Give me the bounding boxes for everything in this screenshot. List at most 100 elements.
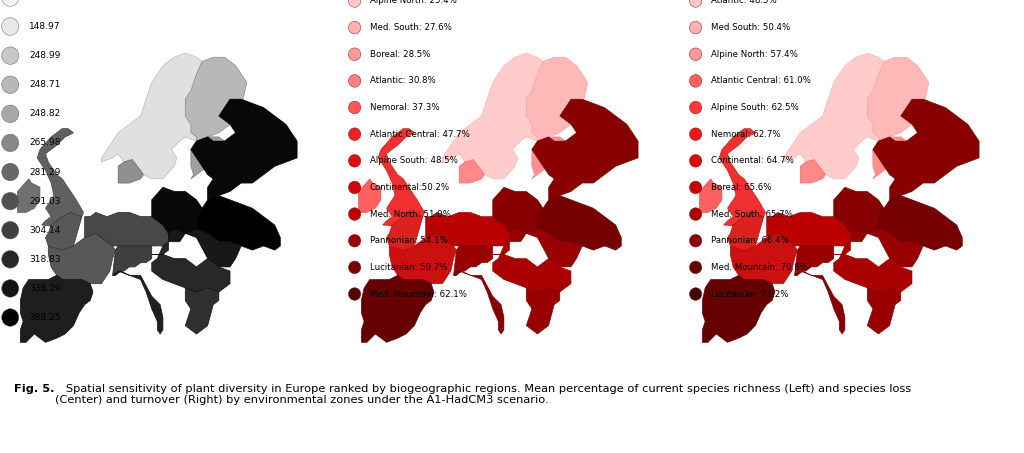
Circle shape: [689, 128, 701, 140]
Circle shape: [2, 134, 18, 152]
Text: Atlantic: 30.8%: Atlantic: 30.8%: [370, 77, 436, 85]
Polygon shape: [389, 233, 457, 284]
Circle shape: [689, 0, 701, 7]
Polygon shape: [493, 187, 549, 233]
Circle shape: [348, 128, 360, 140]
Text: 248.99: 248.99: [29, 51, 60, 60]
Text: Med. South: 65.7%: Med. South: 65.7%: [711, 210, 793, 219]
Polygon shape: [699, 179, 722, 212]
Text: Continental: 64.7%: Continental: 64.7%: [711, 156, 794, 165]
Polygon shape: [783, 53, 918, 179]
Polygon shape: [795, 246, 834, 275]
Polygon shape: [113, 271, 163, 334]
Circle shape: [348, 154, 360, 167]
Polygon shape: [538, 196, 622, 250]
Circle shape: [348, 75, 360, 87]
Polygon shape: [152, 242, 230, 292]
Polygon shape: [730, 233, 798, 284]
Circle shape: [348, 21, 360, 34]
Polygon shape: [169, 229, 242, 267]
Circle shape: [2, 251, 18, 268]
Circle shape: [689, 21, 701, 34]
Circle shape: [348, 235, 360, 247]
Polygon shape: [185, 57, 247, 141]
Polygon shape: [867, 57, 929, 141]
Text: Pannonian: 54.1%: Pannonian: 54.1%: [370, 236, 447, 245]
Polygon shape: [17, 179, 40, 212]
Text: Med South: 50.4%: Med South: 50.4%: [711, 23, 791, 32]
Polygon shape: [378, 129, 425, 226]
Text: 304.14: 304.14: [29, 226, 60, 235]
Circle shape: [689, 261, 701, 274]
Polygon shape: [879, 196, 963, 250]
Text: Fig. 5.: Fig. 5.: [14, 384, 55, 394]
Polygon shape: [872, 99, 979, 200]
Polygon shape: [526, 57, 588, 141]
Polygon shape: [526, 288, 560, 334]
Polygon shape: [851, 229, 924, 267]
Polygon shape: [719, 129, 766, 226]
Polygon shape: [834, 187, 890, 233]
Circle shape: [2, 222, 18, 239]
Circle shape: [689, 48, 701, 61]
Circle shape: [689, 101, 701, 114]
Text: Alpine South: 48.5%: Alpine South: 48.5%: [370, 156, 458, 165]
Circle shape: [348, 48, 360, 61]
Circle shape: [689, 75, 701, 87]
Text: Boreal: 65.6%: Boreal: 65.6%: [711, 183, 771, 192]
Text: 318.83: 318.83: [29, 255, 60, 264]
Circle shape: [2, 280, 18, 297]
Polygon shape: [531, 137, 571, 179]
Polygon shape: [118, 159, 143, 183]
Text: 281.29: 281.29: [29, 168, 60, 177]
Text: Atlantic Central: 61.0%: Atlantic Central: 61.0%: [711, 77, 811, 85]
Text: Nemoral: 62.7%: Nemoral: 62.7%: [711, 130, 780, 139]
Circle shape: [2, 163, 18, 181]
Circle shape: [689, 235, 701, 247]
Polygon shape: [454, 271, 504, 334]
Polygon shape: [767, 212, 851, 246]
Polygon shape: [834, 242, 912, 292]
Text: Boreal: 28.5%: Boreal: 28.5%: [370, 50, 430, 59]
Circle shape: [348, 261, 360, 274]
Text: Atlantic: 48.5%: Atlantic: 48.5%: [711, 0, 777, 5]
Polygon shape: [361, 275, 434, 342]
Text: Alpine North: 25.4%: Alpine North: 25.4%: [370, 0, 457, 5]
Text: 265.98: 265.98: [29, 139, 60, 147]
Text: 142.77: 142.77: [29, 0, 60, 2]
Text: Med. Mountain: 62.1%: Med. Mountain: 62.1%: [370, 289, 467, 299]
Text: Continental:50.2%: Continental:50.2%: [370, 183, 451, 192]
Circle shape: [348, 181, 360, 194]
Circle shape: [348, 208, 360, 221]
Text: 338.29: 338.29: [29, 284, 60, 293]
Polygon shape: [152, 187, 208, 233]
Polygon shape: [867, 288, 901, 334]
Circle shape: [2, 105, 18, 123]
Text: 148.97: 148.97: [29, 22, 60, 31]
Circle shape: [348, 288, 360, 300]
Text: Alpine South: 62.5%: Alpine South: 62.5%: [711, 103, 799, 112]
Circle shape: [348, 0, 360, 7]
Circle shape: [689, 288, 701, 300]
Polygon shape: [185, 288, 219, 334]
Text: Atlantic Central: 47.7%: Atlantic Central: 47.7%: [370, 130, 470, 139]
Text: Nemoral: 37.3%: Nemoral: 37.3%: [370, 103, 439, 112]
Text: Med. Mountain: 70.8%: Med. Mountain: 70.8%: [711, 263, 808, 272]
Text: Pannonian: 66.4%: Pannonian: 66.4%: [711, 236, 788, 245]
Circle shape: [689, 154, 701, 167]
Polygon shape: [190, 99, 297, 200]
Polygon shape: [113, 246, 152, 275]
Text: Lucitanian: 59.7%: Lucitanian: 59.7%: [370, 263, 447, 272]
Circle shape: [2, 18, 18, 35]
Polygon shape: [85, 212, 169, 246]
Polygon shape: [727, 212, 764, 250]
Circle shape: [2, 0, 18, 6]
Circle shape: [348, 101, 360, 114]
Polygon shape: [190, 137, 230, 179]
Polygon shape: [197, 196, 281, 250]
Polygon shape: [702, 275, 775, 342]
Polygon shape: [454, 246, 493, 275]
Circle shape: [2, 309, 18, 326]
Polygon shape: [45, 212, 82, 250]
Circle shape: [2, 76, 18, 93]
